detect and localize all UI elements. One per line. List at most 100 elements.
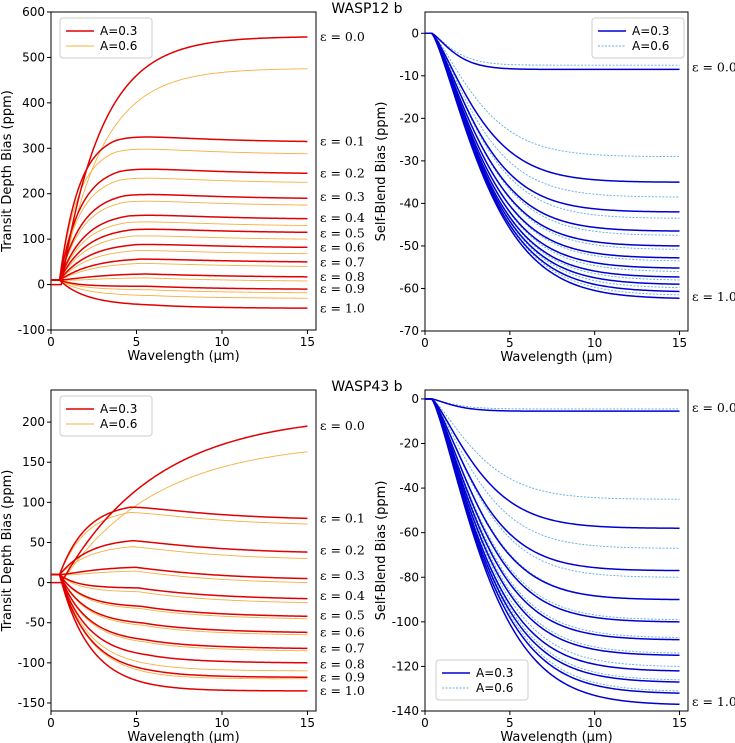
legend: A=0.3A=0.6 — [59, 17, 153, 59]
series-line-A-0.3-eps-8 — [51, 273, 308, 281]
y-tick-label: -10 — [399, 69, 419, 83]
legend-label: A=0.3 — [100, 24, 137, 38]
plot-frame — [424, 389, 689, 712]
title-wasp12: WASP12 b — [331, 1, 402, 17]
epsilon-label: ε = 1.0 — [320, 301, 365, 316]
series-line-A-0.3-eps-10 — [425, 32, 680, 299]
series-line-A-0.3-eps-4 — [425, 32, 680, 247]
series-line-A-0.6-eps-3 — [51, 200, 308, 281]
y-axis-label: Self-Blend Bias (ppm) — [374, 102, 389, 242]
series-line-A-0.6-eps-7 — [51, 262, 308, 281]
epsilon-label: ε = 0.4 — [320, 210, 365, 225]
legend-label: A=0.6 — [476, 681, 513, 695]
epsilon-label: ε = 1.0 — [692, 289, 735, 304]
series-line-A-0.3-eps-3 — [51, 566, 308, 580]
y-tick-label: -60 — [399, 526, 419, 540]
y-tick-label: 0 — [411, 392, 419, 406]
series-line-A-0.3-eps-6 — [51, 573, 308, 634]
series-line-A-0.6-eps-0 — [51, 451, 308, 584]
series-line-A-0.6-eps-1 — [51, 512, 308, 576]
y-tick-label: -50 — [25, 616, 45, 630]
legend-label: A=0.6 — [100, 417, 137, 431]
series-line-A-0.3-eps-10 — [51, 573, 308, 692]
series-line-A-0.6-eps-2 — [425, 398, 680, 549]
y-tick-label: -70 — [399, 324, 419, 338]
y-tick-label: -20 — [399, 437, 419, 451]
series-line-A-0.6-eps-10 — [425, 32, 680, 296]
epsilon-label: ε = 0.9 — [320, 281, 365, 296]
panel-2: 0 5 10 15 -70 -60 -50 -40 -30 -20 -10 0 Wavelength (… — [374, 11, 735, 365]
y-tick-label: -150 — [18, 696, 45, 710]
y-tick-label: -60 — [399, 281, 419, 295]
series-line-A-0.6-eps-8 — [51, 277, 308, 282]
legend-label: A=0.6 — [100, 39, 137, 53]
y-axis-label: Transit Depth Bias (ppm) — [0, 470, 15, 633]
x-axis-label: Wavelength (μm) — [127, 730, 239, 743]
title-wasp43: WASP43 b — [331, 379, 402, 395]
series-line-A-0.6-eps-2 — [51, 177, 308, 281]
series-line-A-0.3-eps-2 — [51, 539, 308, 576]
legend-box — [591, 17, 685, 59]
series-line-A-0.3-eps-4 — [51, 573, 308, 600]
series-lines — [425, 398, 680, 706]
x-tick-label: 10 — [587, 336, 602, 350]
x-tick-label: 10 — [587, 716, 602, 730]
plot-frame — [50, 11, 317, 331]
epsilon-label: ε = 0.0 — [320, 29, 365, 44]
series-line-A-0.6-eps-3 — [425, 32, 680, 219]
y-axis-label: Self-Blend Bias (ppm) — [374, 481, 389, 621]
y-tick-label: 400 — [22, 96, 45, 110]
series-line-A-0.3-eps-9 — [51, 279, 308, 290]
series-line-A-0.6-eps-2 — [425, 32, 680, 198]
y-tick-label: 500 — [22, 50, 45, 64]
series-line-A-0.6-eps-9 — [425, 398, 680, 681]
series-lines — [51, 36, 308, 309]
epsilon-label: ε = 0.7 — [320, 640, 365, 655]
series-line-A-0.6-eps-7 — [51, 574, 308, 652]
epsilon-label: ε = 0.7 — [320, 254, 365, 269]
series-line-A-0.3-eps-8 — [425, 32, 680, 285]
panel-1: 0 5 10 15-1000100200300400500600Wavelength … — [0, 5, 365, 364]
series-line-A-0.3-eps-6 — [51, 243, 308, 281]
y-tick-label: 100 — [22, 232, 45, 246]
series-line-A-0.6-eps-1 — [51, 148, 308, 281]
epsilon-label: ε = 0.5 — [320, 608, 365, 623]
x-tick-label: 15 — [300, 335, 315, 349]
x-tick-label: 5 — [506, 716, 514, 730]
legend-box — [59, 17, 153, 59]
series-line-A-0.6-eps-0 — [51, 68, 308, 286]
epsilon-label: ε = 0.6 — [320, 239, 365, 254]
series-line-A-0.6-eps-9 — [51, 279, 308, 294]
epsilon-label: ε = 0.8 — [320, 656, 365, 671]
series-line-A-0.3-eps-5 — [425, 398, 680, 641]
series-line-A-0.3-eps-8 — [425, 398, 680, 683]
y-tick-label: 600 — [22, 5, 45, 19]
series-line-A-0.3-eps-6 — [425, 32, 680, 269]
series-line-A-0.6-eps-0 — [425, 32, 680, 66]
series-line-A-0.3-eps-4 — [51, 214, 308, 281]
y-tick-label: -50 — [399, 239, 419, 253]
series-line-A-0.6-eps-8 — [425, 398, 680, 667]
epsilon-label: ε = 0.2 — [320, 165, 365, 180]
y-tick-label: -100 — [18, 323, 45, 337]
epsilon-label: ε = 0.8 — [320, 269, 365, 284]
epsilon-label: ε = 0.0 — [320, 418, 365, 433]
series-line-A-0.3-eps-3 — [51, 193, 308, 281]
series-line-A-0.3-eps-3 — [425, 32, 680, 232]
x-tick-label: 0 — [421, 336, 429, 350]
series-line-A-0.6-eps-0 — [425, 398, 680, 410]
x-axis-label: Wavelength (μm) — [500, 730, 612, 743]
x-tick-label: 10 — [214, 335, 229, 349]
x-tick-label: 15 — [672, 336, 687, 350]
epsilon-label: ε = 0.0 — [692, 400, 735, 415]
y-tick-label: 0 — [37, 576, 45, 590]
series-line-A-0.3-eps-0 — [425, 32, 680, 71]
y-tick-label: -100 — [392, 615, 419, 629]
series-line-A-0.6-eps-9 — [425, 32, 680, 289]
series-line-A-0.3-eps-0 — [425, 398, 680, 412]
legend-box — [435, 659, 529, 701]
y-tick-label: -80 — [399, 570, 419, 584]
y-tick-label: -40 — [399, 196, 419, 210]
series-line-A-0.6-eps-10 — [51, 574, 308, 680]
panel-3: 0 5 10 15 -150 -100 -50 0 50 100 150 200 Wavelength … — [0, 389, 365, 743]
